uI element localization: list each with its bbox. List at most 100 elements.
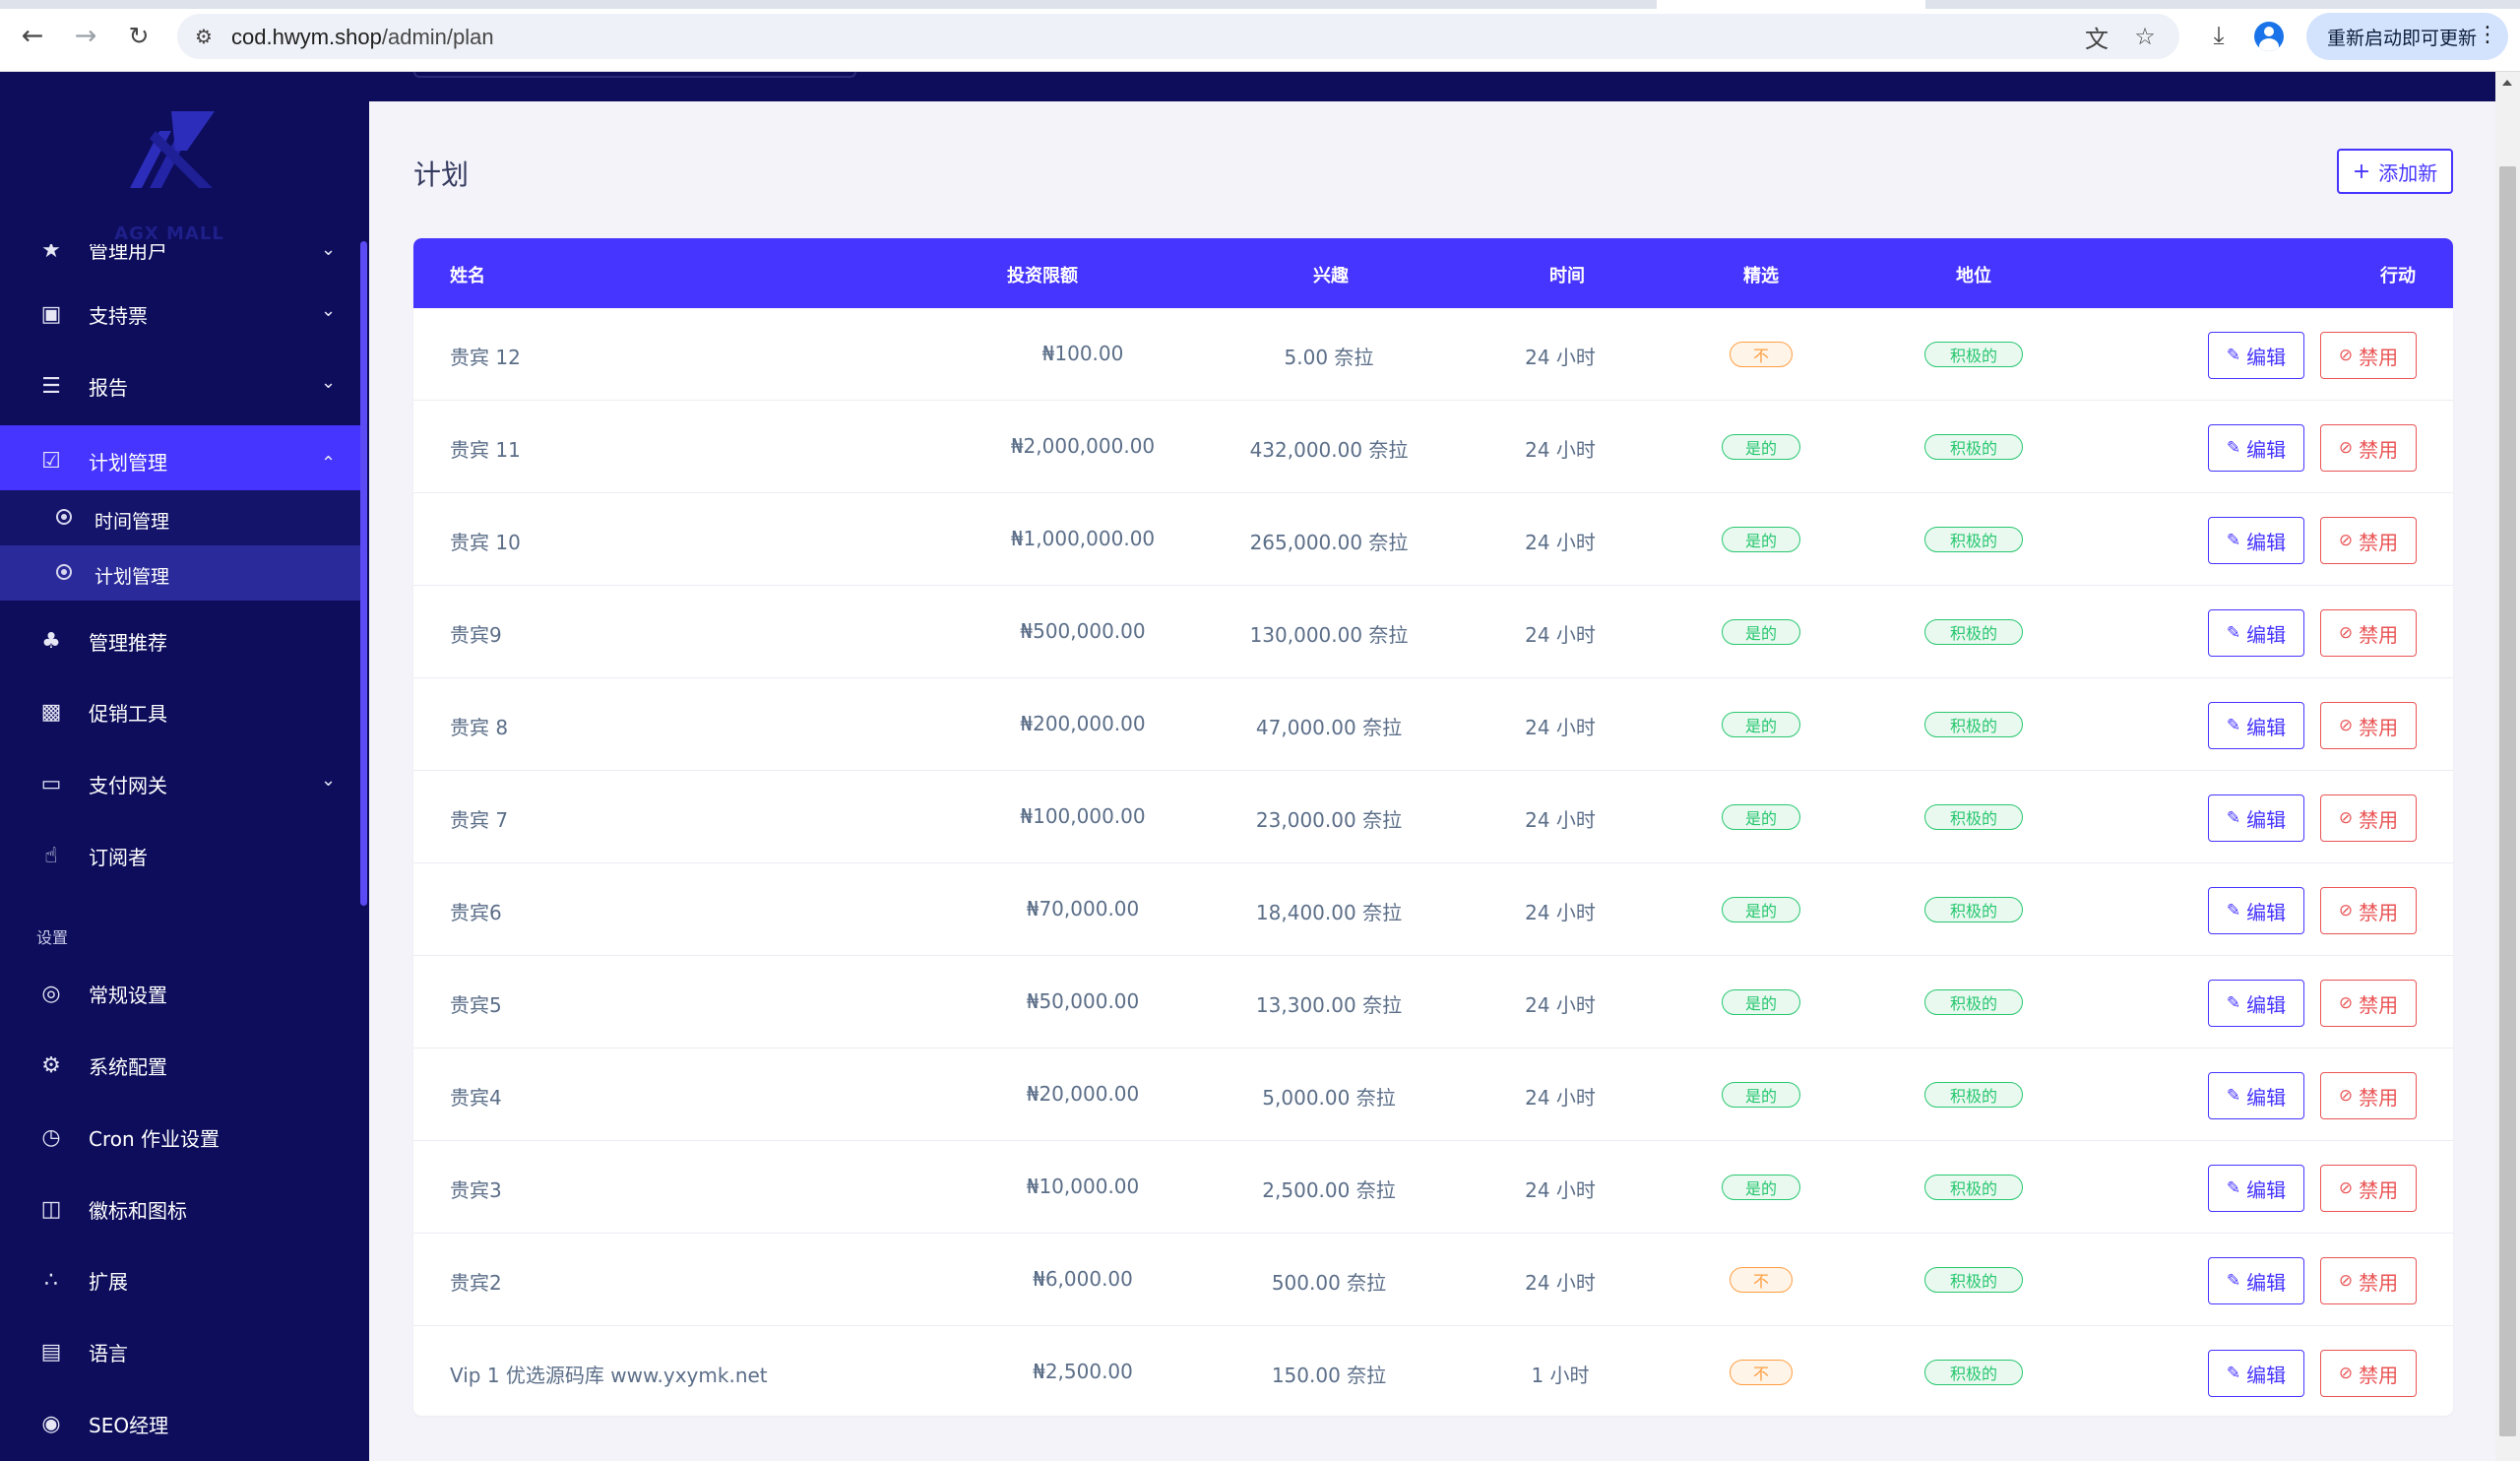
- eye-slash-icon: ⊘: [2338, 1364, 2354, 1383]
- sidebar-item-extensions[interactable]: ∴ 扩展: [0, 1244, 360, 1313]
- column-header-action: 行动: [2380, 266, 2416, 286]
- globe-icon: ◉: [41, 1411, 61, 1436]
- edit-button[interactable]: ✎ 编辑: [2208, 1165, 2304, 1212]
- status-badge: 积极的: [1924, 619, 2023, 645]
- url-text[interactable]: cod.hwym.shop/admin/plan: [231, 25, 494, 50]
- page-scrollbar[interactable]: [2495, 72, 2520, 1461]
- disable-button[interactable]: ⊘ 禁用: [2320, 1257, 2417, 1304]
- disable-label: 禁用: [2359, 992, 2399, 1017]
- sidebar-subitem-time-management[interactable]: 时间管理: [0, 490, 360, 545]
- disable-button[interactable]: ⊘ 禁用: [2320, 980, 2417, 1027]
- sidebar-item-subscribers[interactable]: ☝ 订阅者: [0, 820, 360, 889]
- update-label: 重新启动即可更新: [2327, 27, 2478, 49]
- plan-interest: 23,000.00 奈拉: [1255, 808, 1403, 832]
- disable-button[interactable]: ⊘ 禁用: [2320, 1165, 2417, 1212]
- edit-button[interactable]: ✎ 编辑: [2208, 424, 2304, 472]
- featured-badge: 是的: [1722, 1175, 1800, 1200]
- sidebar-item-reports[interactable]: ☰ 报告 ⌄: [0, 350, 360, 419]
- thumbs-up-icon: ☝: [44, 843, 58, 868]
- site-settings-icon[interactable]: ⚙: [195, 25, 213, 48]
- edit-button[interactable]: ✎ 编辑: [2208, 702, 2304, 749]
- table-row: 贵宾6 ₦70,000.00 18,400.00 奈拉 24 小时 是的 积极的 ✎ 编辑 ⊘ 禁…: [413, 863, 2453, 956]
- disable-label: 禁用: [2359, 1177, 2399, 1202]
- add-new-button[interactable]: + 添加新: [2337, 149, 2453, 194]
- eye-slash-icon: ⊘: [2338, 623, 2354, 643]
- plan-interest: 150.00 奈拉: [1271, 1364, 1387, 1387]
- sidebar-item-system-config[interactable]: ⚙ 系统配置: [0, 1030, 360, 1099]
- pencil-icon: ✎: [2226, 808, 2241, 828]
- back-icon[interactable]: ←: [21, 20, 44, 51]
- edit-button[interactable]: ✎ 编辑: [2208, 332, 2304, 379]
- sidebar-item-support-tickets[interactable]: ▣ 支持票 ⌄: [0, 279, 360, 348]
- disable-button[interactable]: ⊘ 禁用: [2320, 424, 2417, 472]
- disable-button[interactable]: ⊘ 禁用: [2320, 794, 2417, 842]
- edit-button[interactable]: ✎ 编辑: [2208, 794, 2304, 842]
- translate-icon[interactable]: 文: [2085, 25, 2109, 53]
- plan-time: 24 小时: [1525, 438, 1596, 462]
- plan-name: 贵宾6: [450, 901, 502, 924]
- status-badge: 积极的: [1924, 804, 2023, 830]
- status-badge: 积极的: [1924, 434, 2023, 460]
- plan-time: 24 小时: [1525, 901, 1596, 924]
- scroll-up-arrow-icon[interactable]: [2502, 80, 2512, 86]
- presentation-icon: ▩: [40, 699, 62, 725]
- sidebar-item-logo-icons[interactable]: ◫ 徽标和图标: [0, 1174, 360, 1242]
- plan-limit: ₦6,000.00: [1033, 1267, 1133, 1291]
- tree-icon: ♣: [41, 628, 61, 654]
- disable-button[interactable]: ⊘ 禁用: [2320, 332, 2417, 379]
- sidebar-item-language[interactable]: ▤ 语言: [0, 1316, 360, 1385]
- plan-name: 贵宾 7: [450, 808, 509, 832]
- edit-button[interactable]: ✎ 编辑: [2208, 980, 2304, 1027]
- sidebar-item-payment-gateways[interactable]: ▭ 支付网关 ⌄: [0, 748, 360, 817]
- pencil-icon: ✎: [2226, 531, 2241, 550]
- page-title: 计划: [413, 159, 470, 191]
- search-box[interactable]: [413, 72, 856, 78]
- sidebar-item-cron-settings[interactable]: ◷ Cron 作业设置: [0, 1102, 360, 1171]
- table-row: 贵宾 7 ₦100,000.00 23,000.00 奈拉 24 小时 是的 积极的 ✎ 编辑…: [413, 771, 2453, 863]
- edit-button[interactable]: ✎ 编辑: [2208, 1257, 2304, 1304]
- sidebar-item-general-settings[interactable]: ◎ 常规设置: [0, 958, 360, 1027]
- plan-limit: ₦2,500.00: [1033, 1360, 1133, 1383]
- disable-button[interactable]: ⊘ 禁用: [2320, 887, 2417, 934]
- menu-dots-icon[interactable]: ⋮: [2477, 23, 2498, 47]
- disable-button[interactable]: ⊘ 禁用: [2320, 1350, 2417, 1397]
- sidebar-item-promotion-tools[interactable]: ▩ 促销工具: [0, 676, 360, 745]
- sidebar-item-referral-management[interactable]: ♣ 管理推荐: [0, 605, 360, 674]
- download-icon[interactable]: ⤓: [2213, 21, 2225, 49]
- bookmark-star-icon[interactable]: ☆: [2134, 23, 2156, 50]
- column-header-interest: 兴趣: [1313, 266, 1349, 286]
- update-chrome-button[interactable]: 重新启动即可更新 ⋮: [2306, 13, 2508, 60]
- language-icon: ▤: [40, 1339, 62, 1365]
- life-ring-icon: ◎: [41, 981, 61, 1006]
- disable-button[interactable]: ⊘ 禁用: [2320, 609, 2417, 657]
- sidebar-item-manage-users[interactable]: ★ 管理用户 ⌄: [0, 244, 360, 284]
- plus-icon: +: [2352, 159, 2371, 184]
- sidebar-item-label: Cron 作业设置: [89, 1127, 220, 1151]
- scrollbar-thumb[interactable]: [2499, 166, 2516, 1436]
- plan-name: Vip 1 优选源码库 www.yxymk.net: [450, 1364, 768, 1387]
- sidebar-scrollbar[interactable]: [360, 241, 367, 906]
- sidebar-item-seo-manager[interactable]: ◉ SEO经理: [0, 1388, 360, 1457]
- edit-button[interactable]: ✎ 编辑: [2208, 609, 2304, 657]
- disable-button[interactable]: ⊘ 禁用: [2320, 702, 2417, 749]
- disable-button[interactable]: ⊘ 禁用: [2320, 517, 2417, 564]
- sidebar-subitem-plan-management[interactable]: 计划管理: [0, 545, 360, 601]
- edit-button[interactable]: ✎ 编辑: [2208, 887, 2304, 934]
- pencil-icon: ✎: [2226, 1364, 2241, 1383]
- plan-time: 24 小时: [1525, 1086, 1596, 1110]
- plan-interest: 18,400.00 奈拉: [1255, 901, 1403, 924]
- sidebar-item-plan-management[interactable]: ☑ 计划管理 ⌃: [0, 425, 360, 494]
- edit-button[interactable]: ✎ 编辑: [2208, 1350, 2304, 1397]
- forward-icon[interactable]: →: [74, 20, 97, 51]
- url-path: /admin/plan: [381, 25, 494, 49]
- reload-icon[interactable]: ↻: [128, 21, 150, 50]
- edit-button[interactable]: ✎ 编辑: [2208, 517, 2304, 564]
- disable-button[interactable]: ⊘ 禁用: [2320, 1072, 2417, 1119]
- edit-button[interactable]: ✎ 编辑: [2208, 1072, 2304, 1119]
- plan-limit: ₦100.00: [1041, 342, 1124, 365]
- featured-badge: 不: [1730, 342, 1793, 367]
- address-bar[interactable]: ⚙ cod.hwym.shop/admin/plan 文 ☆: [177, 14, 2179, 59]
- logo[interactable]: AGX MALL: [110, 111, 228, 244]
- circle-dot-icon: [56, 564, 72, 580]
- profile-avatar[interactable]: [2254, 22, 2284, 51]
